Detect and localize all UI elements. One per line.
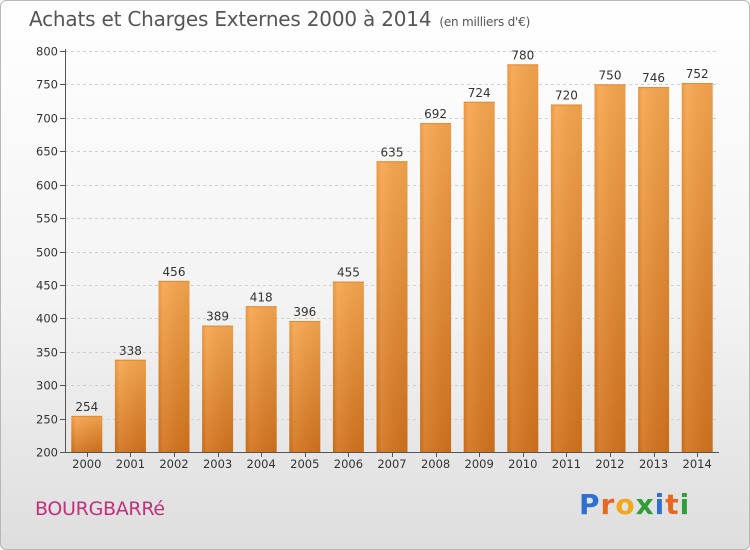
y-tick-label: 400 — [36, 312, 58, 326]
x-tick-label: 2001 — [116, 457, 145, 471]
bar-shade — [158, 280, 190, 452]
bar-shade — [376, 161, 408, 452]
logo-letter: i — [654, 488, 666, 521]
y-tick-label: 450 — [36, 279, 58, 293]
x-tick-label: 2000 — [72, 457, 101, 471]
bar-value-label: 750 — [599, 68, 622, 82]
chart-title-text: Achats et Charges Externes 2000 à 2014 — [29, 7, 432, 31]
bar-value-label: 635 — [381, 145, 404, 159]
logo-letter: i — [679, 488, 691, 521]
y-tick-label: 600 — [36, 179, 58, 193]
bar-shade — [332, 281, 364, 452]
x-tick-label: 2012 — [595, 457, 624, 471]
y-tick-label: 550 — [36, 212, 58, 226]
x-tick-label: 2011 — [552, 457, 581, 471]
bar-shade — [463, 101, 495, 452]
x-tick-label: 2009 — [465, 457, 494, 471]
bar-shade — [594, 84, 626, 453]
bar-value-label: 724 — [468, 86, 491, 100]
y-tick-label: 250 — [36, 413, 58, 427]
bar-value-label: 418 — [250, 290, 273, 304]
bar-value-label: 692 — [424, 107, 447, 121]
x-tick-label: 2013 — [639, 457, 668, 471]
bar-value-label: 389 — [206, 310, 229, 324]
bar-value-label: 396 — [293, 305, 316, 319]
x-tick-label: 2004 — [247, 457, 276, 471]
bar-shade — [681, 83, 713, 452]
bar-value-label: 455 — [337, 266, 360, 280]
bar-shade — [550, 104, 582, 452]
x-tick-label: 2010 — [508, 457, 537, 471]
bar-value-label: 746 — [642, 71, 665, 85]
x-tick-label: 2005 — [290, 457, 319, 471]
logo-letter: r — [600, 488, 616, 521]
bar-shade — [420, 123, 452, 453]
bar-value-label: 752 — [686, 67, 709, 81]
y-tick-label: 500 — [36, 246, 58, 260]
x-tick-label: 2008 — [421, 457, 450, 471]
x-tick-label: 2006 — [334, 457, 363, 471]
bar-value-label: 780 — [511, 48, 534, 62]
bar-shade — [114, 359, 146, 452]
x-tick-label: 2002 — [159, 457, 188, 471]
x-tick-label: 2007 — [377, 457, 406, 471]
y-tick-label: 700 — [36, 112, 58, 126]
chart-title: Achats et Charges Externes 2000 à 2014 (e… — [29, 7, 530, 31]
town-name: BOURGBARRé — [35, 498, 165, 520]
bar-shade — [245, 306, 277, 452]
proxiti-logo[interactable]: Proxiti — [579, 488, 690, 521]
logo-letter: P — [579, 488, 601, 521]
y-tick-label: 750 — [36, 78, 58, 92]
chart-subtitle: (en milliers d'€) — [439, 15, 531, 29]
bar-value-label: 456 — [163, 265, 186, 279]
bar-shade — [202, 325, 234, 452]
bar-shade — [289, 321, 321, 452]
x-tick-label: 2003 — [203, 457, 232, 471]
bar-value-label: 720 — [555, 88, 578, 102]
y-tick-label: 200 — [36, 446, 58, 460]
y-tick-label: 800 — [36, 45, 58, 59]
y-tick-label: 350 — [36, 346, 58, 360]
bar-value-label: 338 — [119, 344, 142, 358]
logo-letter: x — [635, 488, 655, 521]
y-tick-label: 650 — [36, 145, 58, 159]
bar-shade — [71, 415, 103, 452]
y-tick-label: 300 — [36, 379, 58, 393]
logo-letter: o — [615, 488, 636, 521]
bar-shade — [638, 87, 670, 452]
logo-letter: t — [665, 488, 680, 521]
x-tick-label: 2014 — [683, 457, 712, 471]
axes: 200 250 300 350 400 450 500 550 600 650 700 750 800 2… — [36, 45, 719, 471]
bars: 254 338 456 389 418 396 455 635 692 724 780 720 750 7… — [71, 48, 713, 453]
bar-shade — [507, 64, 539, 452]
bar-value-label: 254 — [75, 400, 98, 414]
